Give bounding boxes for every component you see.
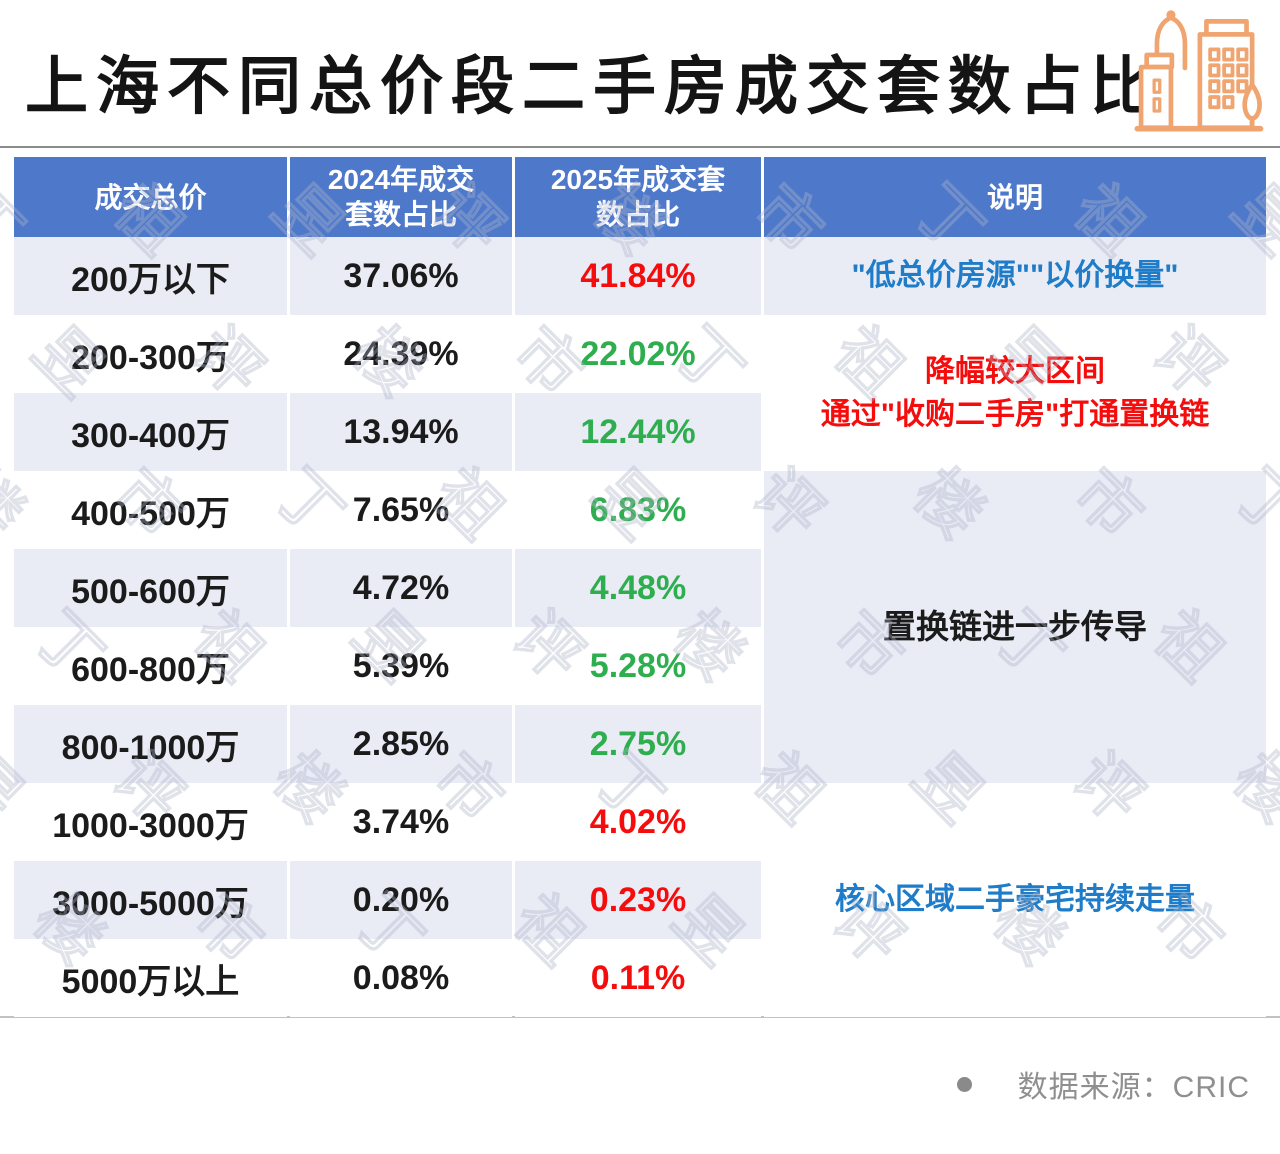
cell-2024: 24.39% (290, 315, 512, 393)
cell-2024: 0.08% (290, 939, 512, 1017)
page-title: 上海不同总价段二手房成交套数占比 (25, 52, 1161, 122)
note-luxury-volume: 核心区域二手豪宅持续走量 (764, 783, 1266, 1017)
cell-2024: 4.72% (290, 549, 512, 627)
city-buildings-icon (1134, 10, 1264, 132)
cell-range: 600-800万 (14, 627, 287, 705)
cell-2025: 6.83% (515, 471, 761, 549)
note-big-drop-line1: 降幅较大区间 (925, 354, 1105, 388)
cell-2024: 37.06% (290, 237, 512, 315)
note-big-drop: 降幅较大区间 通过"收购二手房"打通置换链 (764, 315, 1266, 471)
cell-range: 1000-3000万 (14, 783, 287, 861)
cell-2025: 22.02% (515, 315, 761, 393)
cell-2025: 12.44% (515, 393, 761, 471)
cell-range: 3000-5000万 (14, 861, 287, 939)
note-big-drop-line2: 通过"收购二手房"打通置换链 (820, 398, 1210, 431)
cell-2025: 41.84% (515, 237, 761, 315)
header-price: 成交总价 (14, 157, 287, 237)
cell-range: 800-1000万 (14, 705, 287, 783)
cell-2024: 7.65% (290, 471, 512, 549)
cell-2024: 3.74% (290, 783, 512, 861)
cell-range: 300-400万 (14, 393, 287, 471)
title-divider (0, 146, 1280, 148)
bullet-icon (956, 1076, 972, 1092)
cell-range: 500-600万 (14, 549, 287, 627)
cell-2025: 2.75% (515, 705, 761, 783)
cell-2025: 5.28% (515, 627, 761, 705)
header-2025-share: 2025年成交套数占比 (515, 157, 761, 237)
cell-2025: 4.02% (515, 783, 761, 861)
cell-2024: 13.94% (290, 393, 512, 471)
cell-2024: 2.85% (290, 705, 512, 783)
cell-range: 400-500万 (14, 471, 287, 549)
source-note: 数据来源：CRIC (956, 1062, 1250, 1106)
source-text: 数据来源：CRIC (1017, 1071, 1250, 1104)
bottom-divider (0, 1016, 1280, 1018)
price-share-table: 成交总价 2024年成交套数占比 2025年成交套数占比 说明 200万以下 3… (14, 157, 1266, 1017)
header-2024-share: 2024年成交套数占比 (290, 157, 512, 237)
note-low-price: "低总价房源""以价换量" (764, 237, 1266, 315)
note-chain-transmission: 置换链进一步传导 (764, 471, 1266, 783)
header-note: 说明 (764, 157, 1266, 237)
cell-2025: 0.11% (515, 939, 761, 1017)
cell-2025: 0.23% (515, 861, 761, 939)
cell-2025: 4.48% (515, 549, 761, 627)
cell-range: 200-300万 (14, 315, 287, 393)
cell-range: 200万以下 (14, 237, 287, 315)
cell-range: 5000万以上 (14, 939, 287, 1017)
cell-2024: 0.20% (290, 861, 512, 939)
cell-2024: 5.39% (290, 627, 512, 705)
